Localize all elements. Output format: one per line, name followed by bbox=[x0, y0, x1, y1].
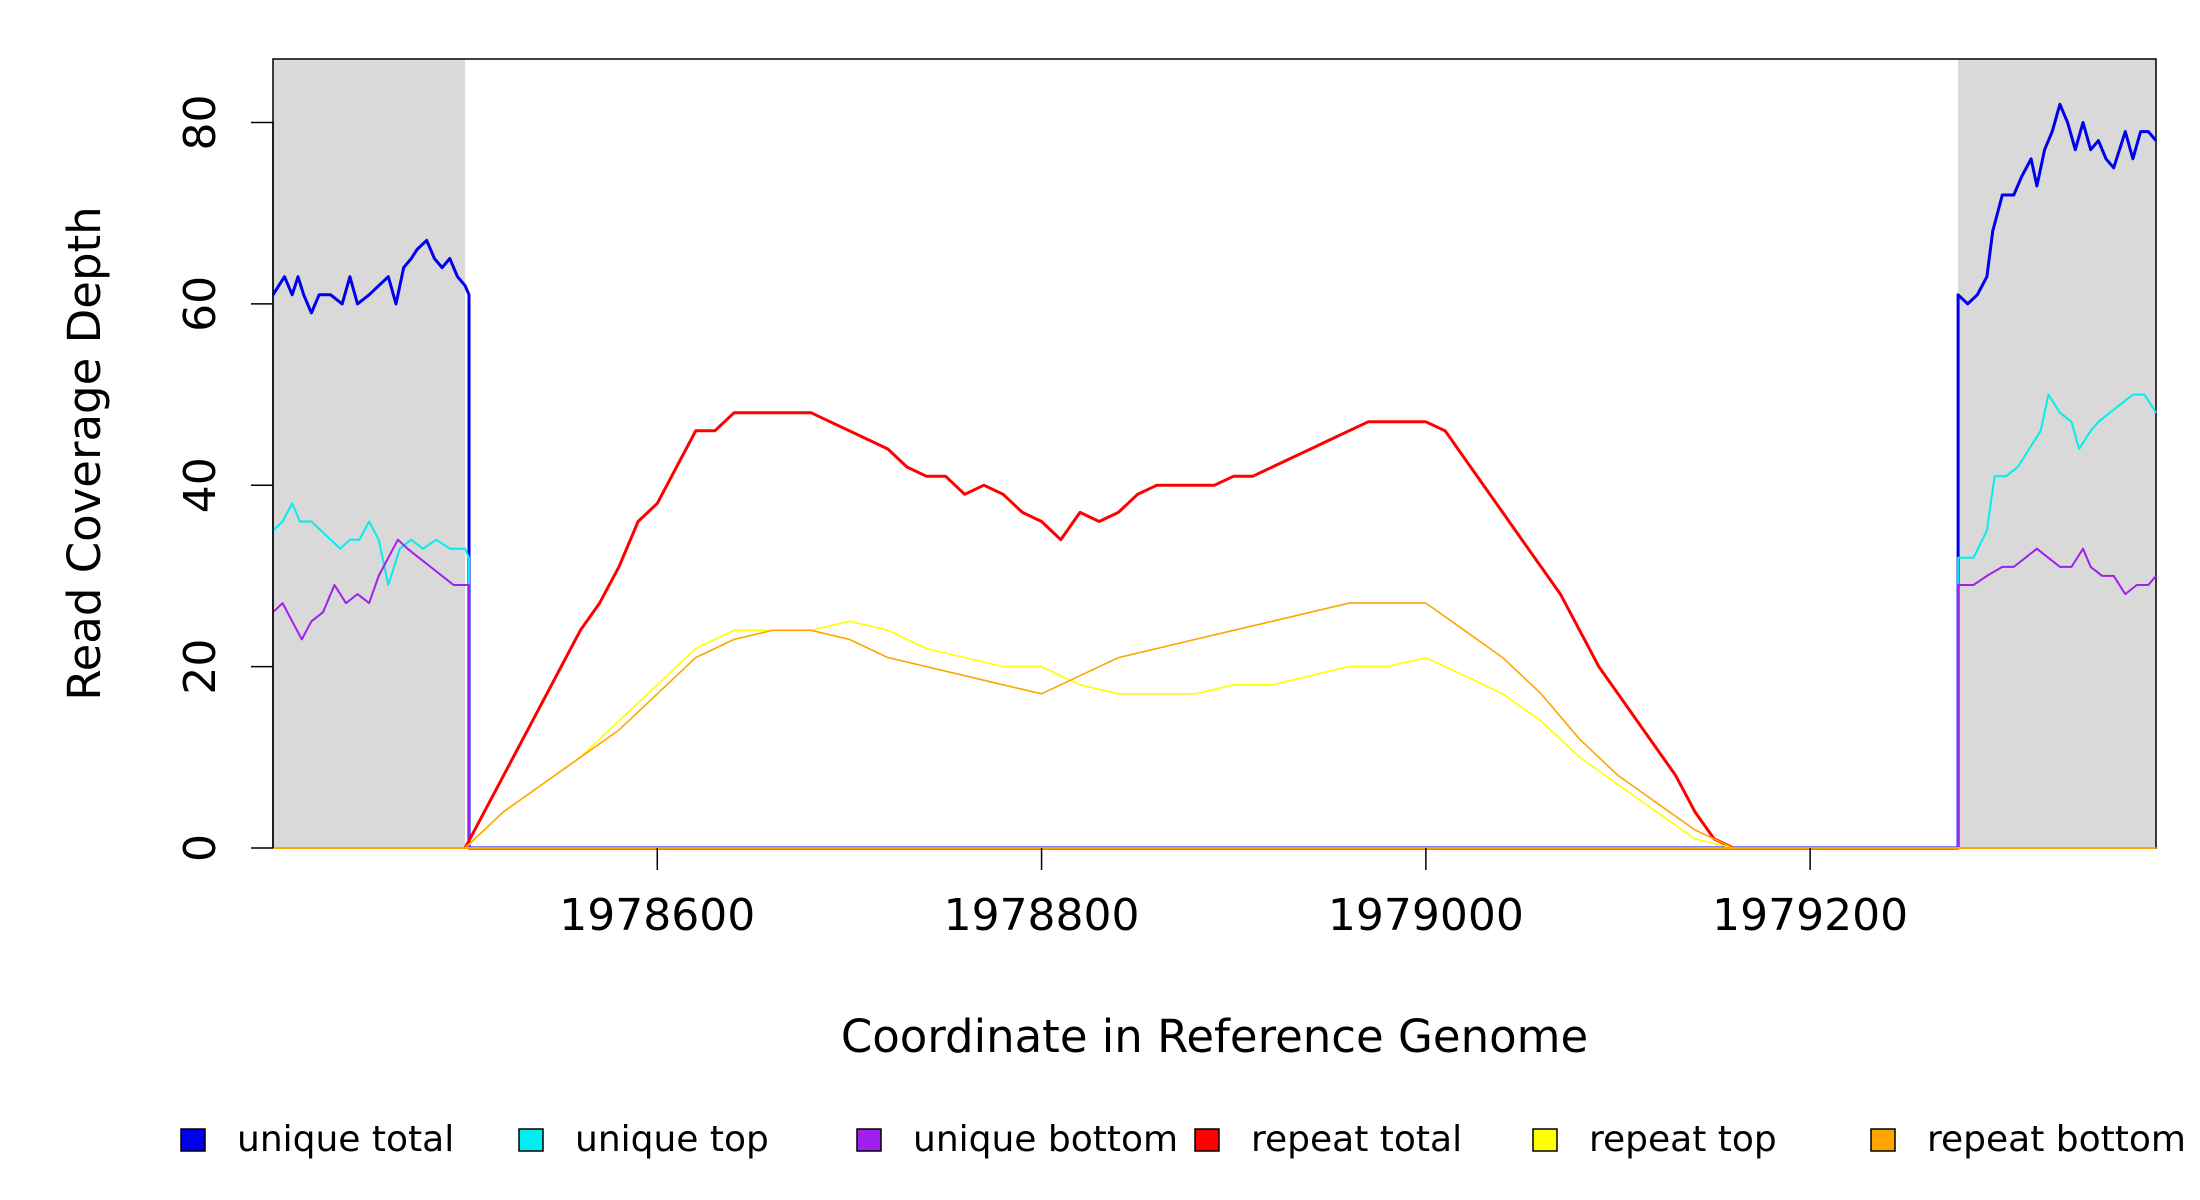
y-tick-label: 20 bbox=[175, 639, 226, 695]
x-tick-label: 1978600 bbox=[559, 890, 755, 941]
y-axis: 0 20 40 60 80 bbox=[175, 94, 274, 862]
legend-label: repeat total bbox=[1251, 1119, 1462, 1160]
legend-swatch bbox=[1194, 1128, 1220, 1152]
y-tick-label: 40 bbox=[175, 457, 226, 513]
legend-swatch bbox=[1870, 1128, 1896, 1152]
series-line-unique-bottom bbox=[272, 538, 2157, 849]
series-line-unique-total bbox=[271, 102, 2158, 850]
series-lines bbox=[271, 102, 2158, 850]
legend-swatch bbox=[518, 1128, 544, 1152]
y-tick-label: 0 bbox=[175, 834, 226, 862]
x-axis: 1978600 1978800 1979000 1979200 bbox=[559, 848, 1908, 941]
legend-item-repeat-bottom: repeat bottom bbox=[1870, 1119, 2186, 1160]
legend-swatch bbox=[856, 1128, 882, 1152]
legend-label: unique top bbox=[575, 1119, 769, 1160]
x-axis-label: Coordinate in Reference Genome bbox=[841, 1010, 1588, 1063]
series-line-repeat-total bbox=[463, 411, 1734, 850]
legend-item-unique-top: unique top bbox=[518, 1119, 769, 1160]
series-line-repeat-bottom bbox=[464, 602, 1734, 849]
y-tick-label: 80 bbox=[175, 94, 226, 150]
series-line-unique-top bbox=[272, 393, 2157, 849]
legend-label: repeat bottom bbox=[1927, 1119, 2186, 1160]
x-tick-label: 1978800 bbox=[944, 890, 1140, 941]
shaded-regions bbox=[273, 59, 2156, 848]
series-line-repeat-top bbox=[464, 620, 1734, 849]
legend-item-repeat-top: repeat top bbox=[1532, 1119, 1777, 1160]
legend-item-repeat-total: repeat total bbox=[1194, 1119, 1462, 1160]
legend: unique total unique top unique bottom repea… bbox=[180, 1119, 2186, 1160]
legend-swatch bbox=[1532, 1128, 1558, 1152]
legend-label: unique total bbox=[237, 1119, 454, 1160]
plot-area bbox=[272, 58, 2157, 849]
legend-label: unique bottom bbox=[913, 1119, 1178, 1160]
shaded-region-2 bbox=[1958, 59, 2156, 848]
y-tick-label: 60 bbox=[175, 276, 226, 332]
x-tick-label: 1979200 bbox=[1712, 890, 1908, 941]
x-tick-label: 1979000 bbox=[1328, 890, 1524, 941]
legend-swatch bbox=[180, 1128, 206, 1152]
legend-item-unique-total: unique total bbox=[180, 1119, 454, 1160]
shaded-region-1 bbox=[273, 59, 466, 848]
legend-item-unique-bottom: unique bottom bbox=[856, 1119, 1178, 1160]
legend-label: repeat top bbox=[1589, 1119, 1777, 1160]
y-axis-label: Read Coverage Depth bbox=[58, 206, 111, 700]
